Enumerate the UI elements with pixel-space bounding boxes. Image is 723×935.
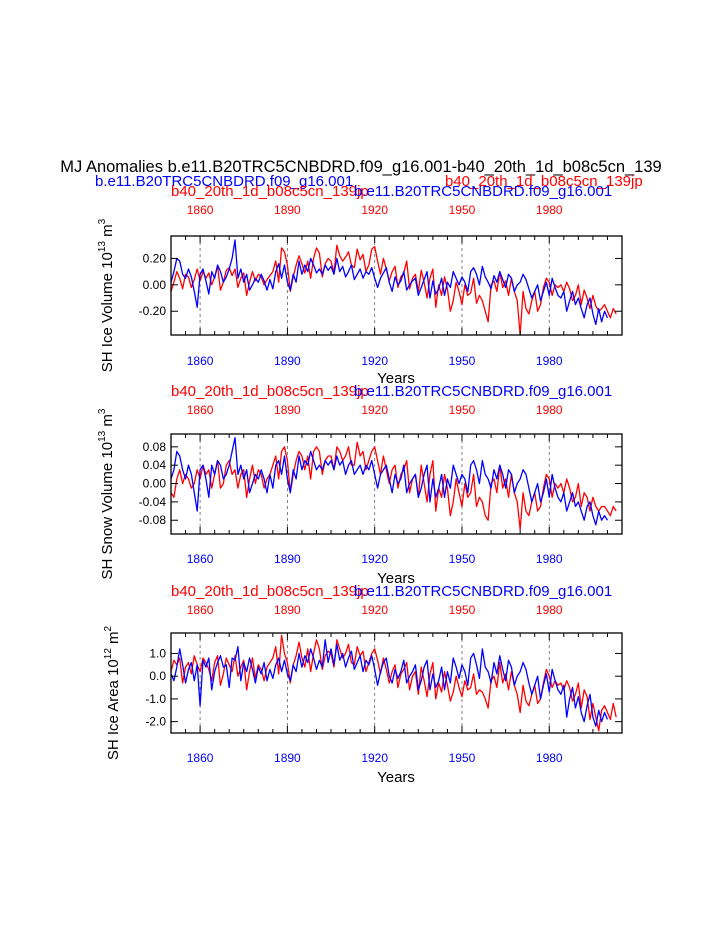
x-tick-label-top: 1920 — [361, 603, 388, 617]
x-tick-label-top: 1860 — [187, 203, 214, 217]
y-axis-title: SH Snow Volume 1013 m3 — [97, 408, 116, 579]
x-tick-label-bottom: 1860 — [187, 552, 214, 566]
x-tick-label-bottom: 1980 — [536, 751, 563, 765]
y-tick-label: -0.04 — [139, 495, 167, 509]
y-tick-label: 0.00 — [143, 477, 167, 491]
header-blue-label: b.e11.B20TRC5CNBDRD.f09_g16.001 — [95, 173, 353, 190]
x-axis-title: Years — [377, 570, 415, 587]
top-right-series-label: b.e11.B20TRC5CNBDRD.f09_g16.001 — [354, 583, 612, 600]
x-tick-label-top: 1890 — [274, 603, 301, 617]
y-tick-label: 0.04 — [143, 458, 167, 472]
y-axis-title-exponent: 13 — [97, 430, 108, 442]
x-tick-label-top: 1920 — [361, 403, 388, 417]
y-axis-title: SH Ice Volume 1013 m3 — [97, 218, 116, 372]
chart-ice-area: b40_20th_1d_b08c5cn_139jpb.e11.B20TRC5CN… — [103, 583, 623, 786]
x-tick-label-bottom: 1890 — [274, 354, 301, 368]
x-tick-label-top: 1890 — [274, 403, 301, 417]
x-tick-label-top: 1980 — [536, 603, 563, 617]
series-line-blue — [170, 639, 609, 727]
x-tick-label-bottom: 1950 — [449, 751, 476, 765]
top-right-series-label: b.e11.B20TRC5CNBDRD.f09_g16.001 — [354, 383, 612, 400]
plot-frame — [170, 235, 623, 336]
y-axis-title-unit: m — [99, 224, 116, 241]
y-tick-label: -0.20 — [139, 304, 167, 318]
y-tick-label: 0.08 — [143, 440, 167, 454]
y-tick-label: 0.0 — [149, 669, 166, 683]
chart-snow-volume: b40_20th_1d_b08c5cn_139jpb.e11.B20TRC5CN… — [97, 383, 623, 587]
x-tick-label-bottom: 1860 — [187, 354, 214, 368]
y-axis-title-unit: m — [99, 414, 116, 431]
y-axis-title-text: SH Ice Volume 10 — [99, 252, 116, 372]
x-tick-label-bottom: 1920 — [361, 751, 388, 765]
y-tick-label: 1.0 — [149, 646, 166, 660]
plot-frame — [170, 632, 623, 734]
y-tick-label: 0.20 — [143, 251, 167, 265]
x-tick-label-top: 1950 — [449, 403, 476, 417]
main-title: MJ Anomalies b.e11.B20TRC5CNBDRD.f09_g16… — [60, 158, 661, 176]
x-tick-label-top: 1980 — [536, 203, 563, 217]
x-tick-label-bottom: 1890 — [274, 552, 301, 566]
header-red-label: b40_20th_1d_b08c5cn_139jp — [445, 173, 643, 190]
y-axis-title-unit-exponent: 3 — [97, 408, 108, 414]
x-tick-label-top: 1980 — [536, 403, 563, 417]
x-tick-label-top: 1890 — [274, 203, 301, 217]
y-axis-title-unit-exponent: 2 — [103, 625, 114, 631]
series-line-blue — [170, 437, 608, 526]
x-tick-label-top: 1860 — [187, 603, 214, 617]
x-tick-label-bottom: 1920 — [361, 354, 388, 368]
x-tick-label-bottom: 1920 — [361, 552, 388, 566]
y-axis-title-exponent: 12 — [103, 648, 114, 660]
top-left-series-label: b40_20th_1d_b08c5cn_139jp — [171, 183, 369, 200]
x-tick-label-top: 1950 — [449, 203, 476, 217]
y-tick-label: -2.0 — [145, 715, 166, 729]
x-tick-label-bottom: 1950 — [449, 354, 476, 368]
x-tick-label-bottom: 1890 — [274, 751, 301, 765]
x-tick-label-top: 1950 — [449, 603, 476, 617]
y-tick-label: -0.08 — [139, 513, 167, 527]
y-tick-label: 0.00 — [143, 278, 167, 292]
x-tick-label-bottom: 1860 — [187, 751, 214, 765]
x-tick-label-top: 1920 — [361, 203, 388, 217]
chart-ice-volume: b40_20th_1d_b08c5cn_139jpb.e11.B20TRC5CN… — [97, 183, 623, 387]
top-left-series-label: b40_20th_1d_b08c5cn_139jp — [171, 383, 369, 400]
x-tick-label-bottom: 1980 — [536, 354, 563, 368]
y-tick-label: -1.0 — [145, 692, 166, 706]
x-axis-title: Years — [377, 370, 415, 387]
y-axis-title-text: SH Ice Area 10 — [105, 659, 122, 760]
y-axis-title-unit: m — [105, 631, 122, 648]
top-left-series-label: b40_20th_1d_b08c5cn_139jp — [171, 583, 369, 600]
series-line-blue — [170, 239, 609, 326]
y-axis-title-unit-exponent: 3 — [97, 218, 108, 224]
top-right-series-label: b.e11.B20TRC5CNBDRD.f09_g16.001 — [354, 183, 612, 200]
y-axis-title-text: SH Snow Volume 10 — [99, 442, 116, 580]
y-axis-title-exponent: 13 — [97, 241, 108, 253]
x-tick-label-bottom: 1950 — [449, 552, 476, 566]
x-axis-title: Years — [377, 769, 415, 786]
x-tick-label-bottom: 1980 — [536, 552, 563, 566]
y-axis-title: SH Ice Area 1012 m2 — [103, 625, 122, 760]
x-tick-label-top: 1860 — [187, 403, 214, 417]
